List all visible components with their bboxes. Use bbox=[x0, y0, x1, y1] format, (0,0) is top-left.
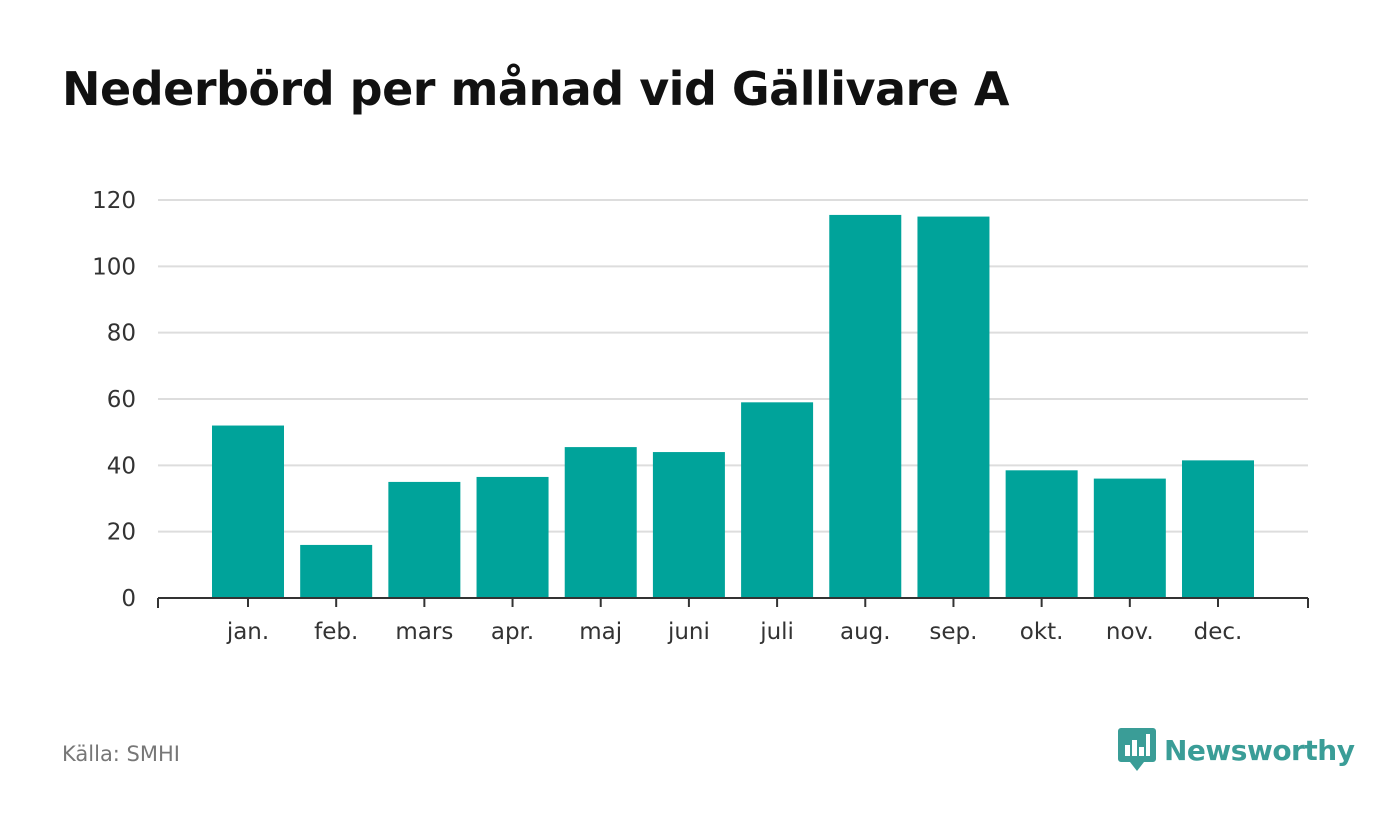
x-tick-label: juni bbox=[667, 619, 710, 645]
x-tick-label: apr. bbox=[491, 619, 534, 645]
x-tick-label: dec. bbox=[1194, 619, 1243, 645]
x-tick-label: feb. bbox=[314, 619, 358, 645]
bar-sep bbox=[917, 216, 990, 599]
bar-juli bbox=[741, 402, 814, 598]
y-tick-label: 60 bbox=[107, 387, 136, 413]
chart-title: Nederbörd per månad vid Gällivare A bbox=[62, 62, 1010, 116]
x-tick-label: nov. bbox=[1106, 619, 1154, 645]
bars bbox=[212, 214, 1254, 599]
x-tick-label: maj bbox=[579, 619, 622, 645]
y-tick-labels: 0 20 40 60 80 100 120 bbox=[92, 188, 136, 612]
bar-dec bbox=[1182, 460, 1254, 598]
y-tick-label: 100 bbox=[92, 254, 136, 280]
source-note: Källa: SMHI bbox=[62, 742, 180, 766]
x-tick-label: juli bbox=[759, 619, 794, 645]
x-tick-label: mars bbox=[395, 619, 453, 645]
x-tick-label: okt. bbox=[1020, 619, 1064, 645]
grid-lines bbox=[158, 199, 1308, 533]
y-tick-label: 40 bbox=[107, 453, 136, 479]
bar-jan bbox=[212, 425, 284, 598]
x-tick-label: aug. bbox=[840, 619, 891, 645]
bar-feb bbox=[300, 544, 373, 598]
x-axis bbox=[157, 597, 1309, 608]
y-tick-label: 120 bbox=[92, 188, 136, 214]
brand-logo: Newsworthy bbox=[1118, 728, 1355, 772]
bar-aug bbox=[829, 214, 902, 599]
brand-name: Newsworthy bbox=[1164, 733, 1355, 767]
bar-chart-speech-bubble-icon bbox=[1118, 728, 1156, 771]
bar-juni bbox=[652, 452, 725, 598]
bar-okt bbox=[1005, 470, 1078, 598]
x-tick-label: jan. bbox=[226, 619, 269, 645]
y-tick-label: 80 bbox=[107, 321, 136, 347]
x-tick-labels: jan. feb. mars apr. maj juni juli aug. sep. okt. n… bbox=[226, 619, 1243, 645]
bar-apr bbox=[476, 476, 549, 598]
bar-mars bbox=[388, 481, 461, 598]
bar-nov bbox=[1093, 478, 1166, 598]
y-tick-label: 20 bbox=[107, 520, 136, 546]
x-tick-label: sep. bbox=[929, 619, 977, 645]
y-tick-label: 0 bbox=[121, 586, 136, 612]
bar-maj bbox=[564, 447, 637, 598]
